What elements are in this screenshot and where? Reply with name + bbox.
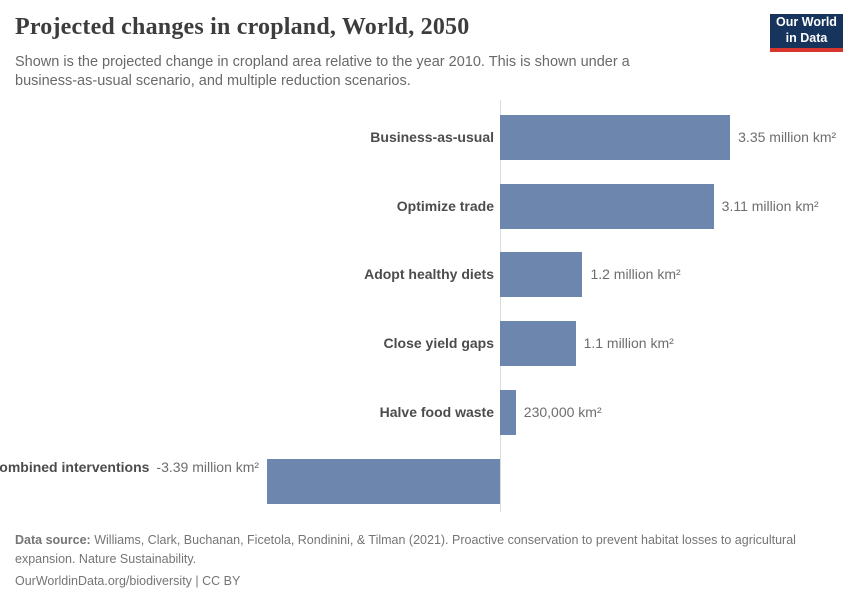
bar-row: Business-as-usual 3.35 million km² xyxy=(0,100,850,169)
zero-axis-line xyxy=(500,100,501,512)
category-label: Combined interventions xyxy=(0,458,150,475)
chart-footer: Data source: Williams, Clark, Buchanan, … xyxy=(15,531,835,591)
page-title: Projected changes in cropland, World, 20… xyxy=(15,14,470,40)
value-label: 1.1 million km² xyxy=(583,335,674,352)
source-label: Data source: xyxy=(15,533,91,547)
category-label: Optimize trade xyxy=(396,197,494,214)
bar-combined-interventions[interactable] xyxy=(267,458,500,504)
category-label: Adopt healthy diets xyxy=(364,266,494,283)
bar-row: Close yield gaps 1.1 million km² xyxy=(0,306,850,375)
category-label: Close yield gaps xyxy=(383,335,494,352)
value-label: -3.39 million km² xyxy=(156,458,260,475)
chart-subtitle: Shown is the projected change in croplan… xyxy=(15,54,630,90)
negative-label-group: Combined interventions -3.39 million km² xyxy=(0,459,259,504)
owid-logo[interactable]: Our World in Data xyxy=(770,14,843,52)
citation-line: OurWorldinData.org/biodiversity | CC BY xyxy=(15,574,241,588)
bar-row: Halve food waste 230,000 km² xyxy=(0,375,850,444)
bar-chart: Business-as-usual 3.35 million km² Optimiz… xyxy=(0,100,850,512)
bar-row: Optimize trade 3.11 million km² xyxy=(0,169,850,238)
bar-optimize-trade[interactable] xyxy=(500,183,714,229)
owid-logo-line1: Our World xyxy=(776,15,837,30)
bar-close-yield-gaps[interactable] xyxy=(500,321,576,367)
bar-halve-food-waste[interactable] xyxy=(500,389,516,435)
bar-adopt-healthy-diets[interactable] xyxy=(500,252,583,298)
value-label: 230,000 km² xyxy=(523,403,602,420)
value-label: 1.2 million km² xyxy=(590,266,681,283)
value-label: 3.35 million km² xyxy=(738,129,837,145)
source-text: Williams, Clark, Buchanan, Ficetola, Ron… xyxy=(15,533,796,566)
value-label: 3.11 million km² xyxy=(721,197,819,214)
owid-logo-line2: in Data xyxy=(785,31,828,45)
bar-row: Adopt healthy diets 1.2 million km² xyxy=(0,237,850,306)
bar-row: Combined interventions -3.39 million km² xyxy=(0,444,850,513)
category-label: Halve food waste xyxy=(379,403,494,420)
bar-business-as-usual[interactable] xyxy=(500,115,731,160)
category-label: Business-as-usual xyxy=(370,129,494,145)
source-line: Data source: Williams, Clark, Buchanan, … xyxy=(15,531,835,568)
